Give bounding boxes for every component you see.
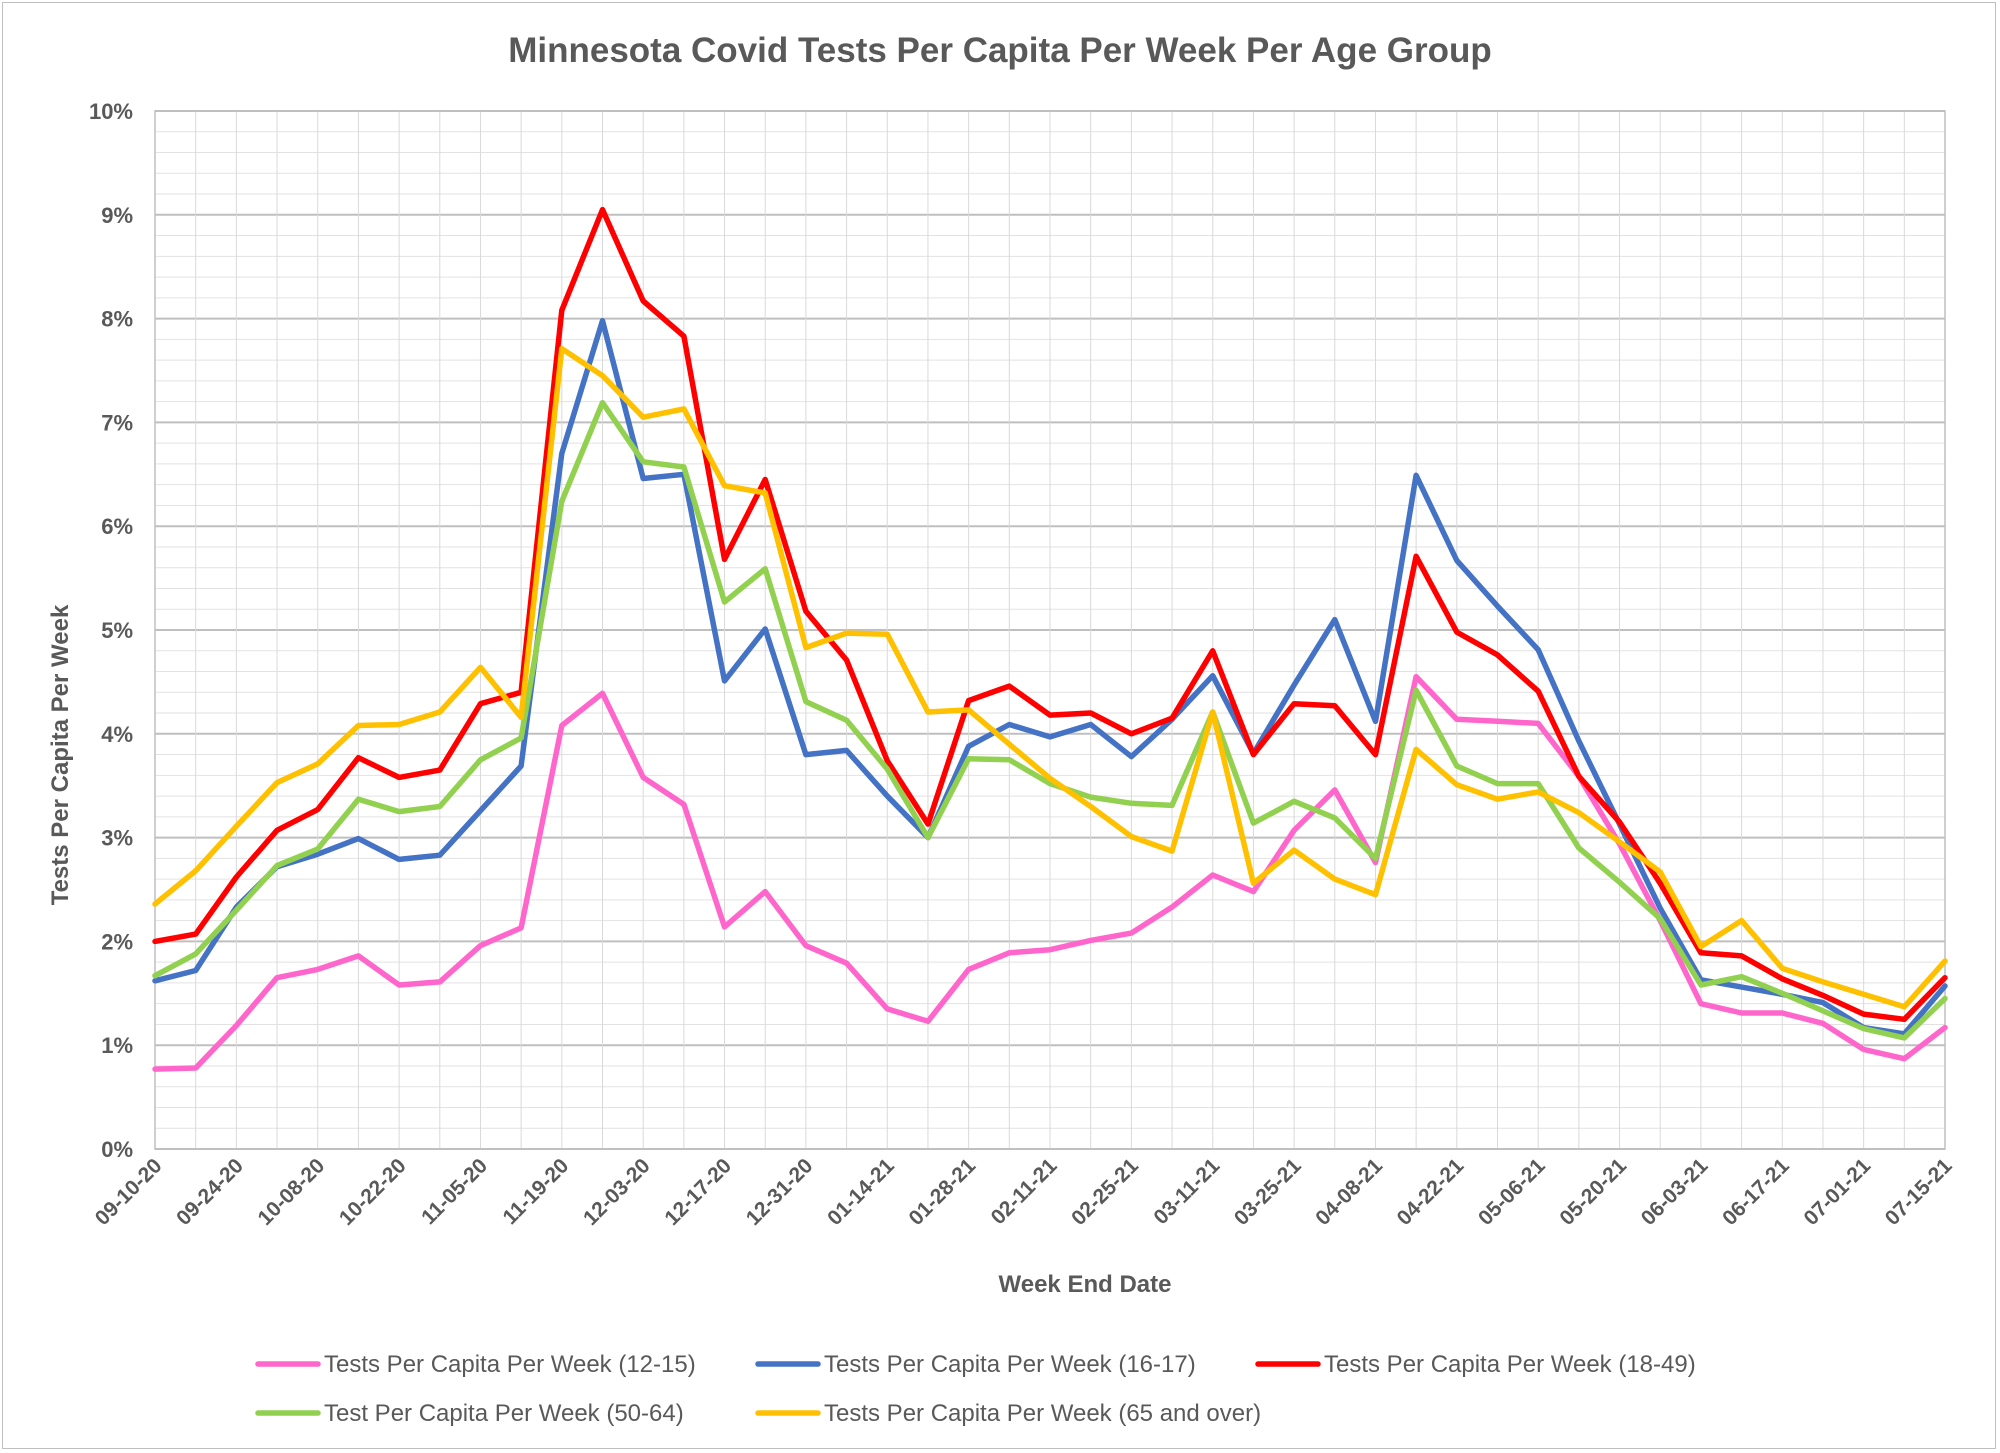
x-tick-label: 02-25-21	[1067, 1154, 1143, 1230]
x-tick-label: 07-15-21	[1881, 1154, 1957, 1230]
y-tick-label: 7%	[101, 410, 133, 435]
gridlines	[154, 110, 1946, 1150]
series-line-1	[152, 673, 1948, 1072]
x-tick-label: 09-24-20	[172, 1154, 248, 1230]
x-tick-label: 03-11-21	[1149, 1154, 1224, 1229]
y-axis-ticks: 0% 1% 2% 3% 4% 5% 6% 7% 8% 9% 10%	[89, 99, 133, 1162]
y-tick-label: 5%	[101, 618, 133, 643]
legend-label-5: Tests Per Capita Per Week (65 and over)	[824, 1400, 1261, 1427]
y-tick-label: 8%	[101, 307, 133, 332]
x-tick-label: 12-31-20	[742, 1154, 818, 1230]
series-line-2	[152, 317, 1948, 1037]
x-tick-label: 07-01-21	[1799, 1154, 1875, 1230]
x-tick-label: 11-05-20	[417, 1154, 492, 1229]
series-line-4	[152, 399, 1948, 1041]
x-tick-label: 12-03-20	[579, 1154, 655, 1230]
y-tick-label: 9%	[101, 203, 133, 228]
x-tick-label: 02-11-21	[987, 1154, 1062, 1229]
x-tick-label: 05-20-21	[1555, 1154, 1631, 1230]
x-tick-label: 06-03-21	[1637, 1154, 1713, 1230]
x-tick-label: 06-17-21	[1718, 1154, 1794, 1230]
x-tick-label: 11-19-20	[498, 1154, 573, 1229]
x-tick-label: 04-08-21	[1311, 1154, 1387, 1230]
x-tick-label: 01-14-21	[823, 1154, 899, 1230]
legend-label-3: Tests Per Capita Per Week (18-49)	[1324, 1351, 1696, 1378]
x-axis-title: Week End Date	[999, 1271, 1172, 1298]
plot-area-border	[154, 110, 1946, 1150]
y-tick-label: 2%	[101, 929, 133, 954]
y-tick-label: 0%	[101, 1137, 133, 1162]
y-axis-title: Tests Per Capita Per Week	[47, 604, 74, 905]
y-tick-label: 6%	[101, 514, 133, 539]
legend: Tests Per Capita Per Week (12-15) Tests P…	[255, 1351, 1696, 1427]
y-tick-label: 1%	[101, 1033, 133, 1058]
legend-label-1: Tests Per Capita Per Week (12-15)	[324, 1351, 696, 1378]
x-tick-label: 09-10-20	[91, 1154, 167, 1230]
x-axis-ticks: 09-10-20 09-24-20 10-08-20 10-22-20 11-05-20…	[91, 1154, 1957, 1230]
x-tick-label: 04-22-21	[1393, 1154, 1469, 1230]
y-tick-label: 4%	[101, 722, 133, 747]
x-tick-label: 01-28-21	[904, 1154, 980, 1230]
chart-title: Minnesota Covid Tests Per Capita Per Wee…	[508, 31, 1492, 70]
y-tick-label: 3%	[101, 826, 133, 851]
x-tick-label: 10-22-20	[335, 1154, 411, 1230]
series-lines	[152, 206, 1948, 1072]
legend-label-2: Tests Per Capita Per Week (16-17)	[824, 1351, 1196, 1378]
x-tick-label: 03-25-21	[1230, 1154, 1306, 1230]
legend-label-4: Test Per Capita Per Week (50-64)	[324, 1400, 684, 1427]
x-tick-label: 05-06-21	[1474, 1154, 1550, 1230]
series-line-5	[152, 345, 1948, 1010]
x-tick-label: 10-08-20	[254, 1154, 330, 1230]
y-tick-label: 10%	[89, 99, 133, 124]
x-tick-label: 12-17-20	[660, 1154, 736, 1230]
